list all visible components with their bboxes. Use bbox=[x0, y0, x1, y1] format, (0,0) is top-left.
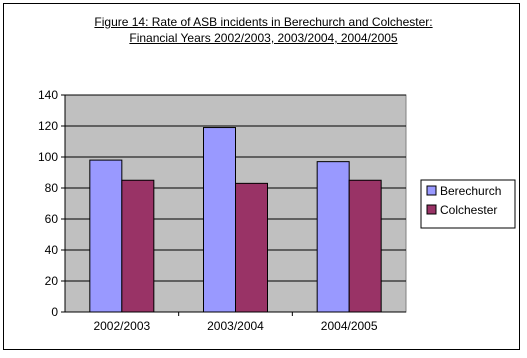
y-tick-label: 0 bbox=[51, 305, 58, 319]
bar-colchester bbox=[235, 182, 268, 313]
chart-title-line-2: Financial Years 2002/2003, 2003/2004, 20… bbox=[129, 31, 398, 45]
bar-colchester bbox=[121, 179, 155, 313]
y-tick-label: 40 bbox=[45, 243, 59, 257]
y-tick-label: 120 bbox=[38, 119, 58, 133]
y-tick-label: 100 bbox=[38, 150, 58, 164]
chart-title: Figure 14: Rate of ASB incidents in Bere… bbox=[0, 14, 527, 46]
axes bbox=[64, 95, 406, 313]
legend-swatch-colchester bbox=[426, 204, 437, 215]
y-axis-ticks: 0 20 40 60 80 100 120 140 bbox=[38, 88, 65, 319]
y-tick-label: 140 bbox=[38, 88, 58, 102]
legend-label-berechurch: Berechurch bbox=[440, 184, 501, 198]
y-tick-label: 80 bbox=[45, 181, 59, 195]
y-tick-label: 20 bbox=[45, 274, 59, 288]
chart-title-line-1: Figure 14: Rate of ASB incidents in Bere… bbox=[94, 15, 433, 29]
x-tick-label: 2002/2003 bbox=[93, 319, 150, 333]
x-tick-label: 2004/2005 bbox=[321, 319, 378, 333]
legend: Berechurch Colchester bbox=[420, 179, 516, 229]
x-axis-ticks: 2002/2003 2003/2004 2004/2005 bbox=[93, 312, 378, 333]
legend-box bbox=[420, 179, 516, 229]
x-tick-label: 2003/2004 bbox=[207, 319, 264, 333]
legend-label-colchester: Colchester bbox=[440, 203, 497, 217]
bar-berechurch bbox=[316, 161, 350, 313]
bars bbox=[89, 127, 382, 313]
bar-colchester bbox=[348, 179, 382, 313]
legend-swatch-berechurch bbox=[426, 185, 437, 196]
bar-berechurch bbox=[203, 127, 236, 313]
y-tick-label: 60 bbox=[45, 212, 59, 226]
bar-berechurch bbox=[89, 159, 123, 313]
